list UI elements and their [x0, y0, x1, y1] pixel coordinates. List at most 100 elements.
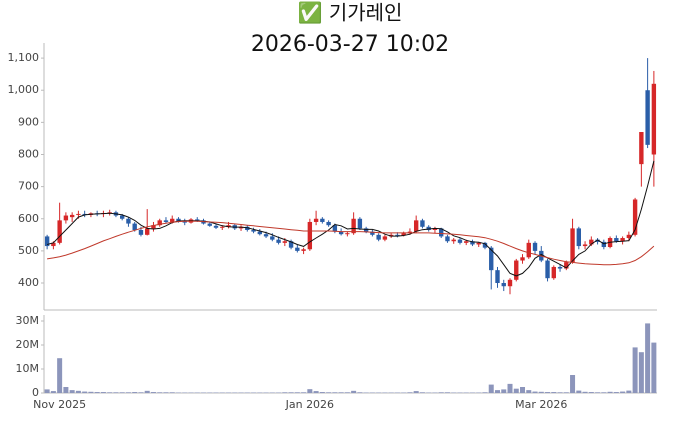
volume-bar: [344, 392, 350, 393]
moving-average-line: [47, 220, 655, 266]
candle-body: [451, 239, 456, 242]
volume-bar: [282, 392, 288, 393]
volume-bar: [557, 392, 563, 393]
y-tick-label: 400: [18, 276, 39, 289]
volume-bar: [69, 390, 75, 393]
candle-body: [545, 260, 550, 279]
candle-body: [426, 226, 431, 230]
candle-body: [288, 241, 294, 248]
candle-body: [320, 218, 325, 222]
candle-body: [376, 234, 381, 240]
volume-bar: [570, 375, 576, 393]
volume-bar: [107, 392, 113, 393]
candle-body: [395, 234, 400, 236]
candle-body: [432, 228, 438, 230]
volume-bar: [357, 392, 363, 393]
volume-bar: [326, 392, 332, 393]
y-tick-label: 800: [18, 147, 39, 160]
candle-body: [576, 228, 582, 247]
candle-body: [220, 226, 225, 228]
volume-bar: [288, 392, 294, 393]
volume-bar: [488, 384, 494, 393]
y-tick-label: 700: [18, 180, 39, 193]
y-tick-label: 1,000: [8, 83, 40, 96]
candle-body: [551, 266, 556, 279]
candle-body: [614, 238, 619, 242]
candle-body: [639, 132, 644, 165]
candle-body: [495, 270, 500, 284]
volume-bar: [607, 391, 613, 393]
candle-body: [457, 239, 463, 243]
candle-body: [270, 236, 275, 240]
candle-body: [557, 266, 563, 269]
volume-bar: [620, 391, 626, 393]
candle-body: [170, 218, 175, 222]
candle-body: [326, 221, 331, 226]
volume-bar: [351, 390, 357, 393]
volume-bar: [520, 387, 526, 393]
candle-body: [307, 221, 313, 250]
volume-bar: [413, 391, 419, 393]
candle-body: [357, 218, 363, 229]
candle-body: [301, 249, 306, 251]
candle-body: [263, 234, 269, 237]
candle-body: [151, 225, 156, 229]
candle-body: [213, 225, 219, 228]
volume-bar: [169, 392, 175, 393]
candle-body: [382, 236, 388, 240]
volume-bar: [444, 392, 450, 393]
candle-body: [51, 242, 56, 247]
candle-body: [476, 242, 481, 245]
candle-body: [345, 233, 350, 235]
candle-body: [532, 242, 538, 251]
volume-bar: [338, 392, 344, 393]
candle-body: [420, 220, 425, 227]
candle-body: [57, 220, 62, 243]
candle-body: [564, 262, 569, 269]
candle-body: [363, 228, 369, 232]
volume-bar: [494, 390, 500, 393]
candle-body: [207, 223, 212, 226]
candle-body: [282, 241, 288, 243]
volume-bar: [563, 392, 569, 393]
volume-bar: [313, 391, 319, 393]
candle-body: [620, 238, 625, 242]
candle-body: [401, 233, 406, 236]
candle-body: [501, 283, 506, 287]
candle-body: [589, 239, 594, 245]
candle-body: [182, 221, 187, 223]
candle-body: [601, 241, 607, 248]
volume-bar: [638, 352, 644, 393]
chart-title: ✅ 기가레인: [298, 1, 403, 25]
volume-bar: [513, 388, 519, 393]
volume-bar: [63, 387, 69, 393]
volume-tick-label: 20M: [16, 338, 40, 351]
volume-bar: [632, 347, 638, 393]
candle-body: [482, 242, 488, 248]
volume-tick-label: 10M: [16, 362, 40, 375]
candle-body: [582, 244, 588, 247]
y-tick-label: 900: [18, 115, 39, 128]
volume-bar: [301, 392, 307, 393]
candle-body: [257, 231, 262, 235]
volume-bar: [57, 358, 63, 393]
volume-bar: [613, 392, 619, 393]
x-tick-label: Mar 2026: [515, 398, 567, 411]
volume-bar: [163, 392, 169, 393]
candle-body: [145, 228, 150, 235]
y-tick-label: 1,100: [8, 51, 40, 64]
volume-bar: [138, 392, 144, 393]
candle-body: [195, 219, 200, 221]
volume-bar: [157, 392, 163, 393]
volume-bar: [82, 391, 88, 393]
candle-body: [132, 223, 137, 230]
volume-bar: [113, 392, 119, 393]
volume-bar: [407, 392, 413, 393]
volume-bar: [307, 389, 313, 393]
volume-bar: [482, 392, 488, 393]
candle-body: [464, 241, 469, 243]
candle-body: [514, 260, 519, 280]
candle-body: [176, 218, 181, 222]
